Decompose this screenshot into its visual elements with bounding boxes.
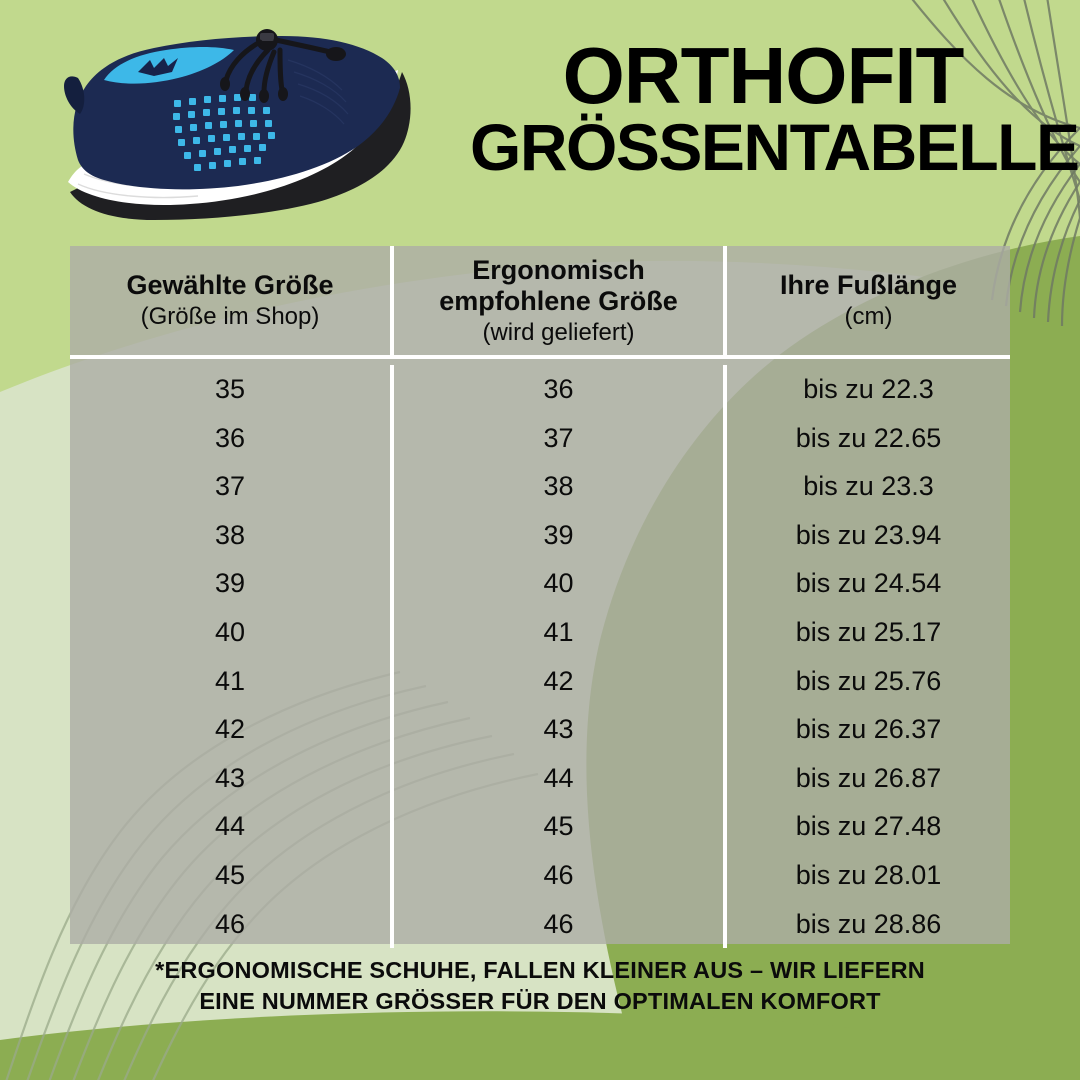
cell-recommended-size: 41 <box>543 616 574 647</box>
cell-chosen-size: 37 <box>214 471 246 502</box>
cell-recommended-size: 37 <box>543 422 574 453</box>
cell-recommended-size: 42 <box>543 665 574 696</box>
body-divider-2 <box>723 365 727 949</box>
header-sub-chosen: (Größe im Shop) <box>140 303 320 331</box>
cell-chosen-size: 44 <box>214 811 246 842</box>
cell-foot-length: bis zu 22.3 <box>803 374 934 404</box>
header-sub-foot-length: (cm) <box>844 303 893 331</box>
bg-dark-green-bottom <box>0 1011 1080 1080</box>
cell-recommended-size: 38 <box>543 471 574 502</box>
header-main-chosen: Gewählte Größe <box>126 270 334 301</box>
body-divider-1 <box>390 365 394 949</box>
page-title: ORTHOFIT GRÖSSENTABELLE <box>470 31 1080 184</box>
cell-recommended-size: 36 <box>543 374 574 404</box>
cell-chosen-size: 46 <box>214 908 246 939</box>
cell-chosen-size: 40 <box>214 616 246 647</box>
cell-chosen-size: 35 <box>214 374 246 404</box>
footer-line-1: *ERGONOMISCHE SCHUHE, FALLEN KLEINER AUS… <box>155 957 925 983</box>
cell-chosen-size: 39 <box>214 568 246 599</box>
column-header-chosen-size: Gewählte Größe (Größe im Shop) <box>70 246 390 355</box>
cell-chosen-size: 38 <box>214 519 246 550</box>
cell-foot-length: bis zu 22.65 <box>795 422 942 453</box>
cell-foot-length: bis zu 26.87 <box>795 762 942 793</box>
column-divider-2 <box>723 246 727 355</box>
cell-recommended-size: 43 <box>543 714 574 745</box>
column-recommended-size: 36 37 38 39 40 41 42 43 44 45 46 46 <box>394 365 723 948</box>
header-sub-recommended: (wird geliefert) <box>482 318 635 346</box>
cell-recommended-size: 46 <box>543 908 574 939</box>
shoe-heel-tab <box>64 76 85 114</box>
cell-recommended-size: 45 <box>543 811 574 842</box>
shoe-illustration <box>64 29 411 220</box>
cell-foot-length: bis zu 28.01 <box>795 859 942 890</box>
cell-chosen-size: 41 <box>214 665 246 696</box>
size-table: Gewählte Größe (Größe im Shop) Ergonomis… <box>70 246 1010 949</box>
column-divider-1 <box>390 246 394 355</box>
cell-foot-length: bis zu 24.54 <box>795 568 942 599</box>
cell-foot-length: bis zu 28.86 <box>795 908 942 939</box>
cell-foot-length: bis zu 23.94 <box>795 519 942 550</box>
cell-foot-length: bis zu 27.48 <box>795 811 942 842</box>
shoe-logo-icon <box>138 58 178 76</box>
cell-recommended-size: 46 <box>543 859 574 890</box>
shoe-outsole <box>70 72 411 220</box>
shoe-lace-tips <box>220 77 288 103</box>
cell-foot-length: bis zu 23.3 <box>803 471 934 502</box>
column-header-foot-length: Ihre Fußlänge (cm) <box>727 246 1010 355</box>
product-image <box>42 14 442 239</box>
cell-recommended-size: 40 <box>543 568 574 599</box>
cell-chosen-size: 42 <box>214 714 246 745</box>
shoe-laces <box>223 37 333 95</box>
header-main-recommended-b: empfohlene Größe <box>439 285 678 316</box>
title-subject: GRÖSSENTABELLE <box>470 110 1080 184</box>
cell-foot-length: bis zu 25.17 <box>795 616 942 647</box>
table-header-row: Gewählte Größe (Größe im Shop) Ergonomis… <box>70 246 1010 355</box>
shoe-dot-pattern <box>173 94 275 171</box>
cell-foot-length: bis zu 26.37 <box>795 714 942 745</box>
cell-recommended-size: 39 <box>543 519 574 550</box>
cell-recommended-size: 44 <box>543 762 574 793</box>
header-main-recommended-a: Ergonomisch <box>472 255 645 286</box>
header-separator-line <box>70 355 1010 359</box>
cell-foot-length: bis zu 25.76 <box>795 665 942 696</box>
shoe-knit-texture <box>287 59 349 125</box>
shoe-toggle-grip <box>260 33 274 41</box>
table-body: 35 36 37 38 39 40 41 42 43 44 45 46 36 37 38 39 40 41 42 4… <box>70 359 1010 949</box>
header-main-foot-length: Ihre Fußlänge <box>779 270 958 301</box>
column-chosen-size: 35 36 37 38 39 40 41 42 43 44 45 46 <box>70 365 390 948</box>
footer-note: *ERGONOMISCHE SCHUHE, FALLEN KLEINER AUS… <box>0 955 1080 1018</box>
cell-chosen-size: 36 <box>214 422 246 453</box>
cell-chosen-size: 43 <box>214 762 246 793</box>
decor-lines-topright <box>911 0 1080 219</box>
cell-chosen-size: 45 <box>214 859 246 890</box>
column-foot-length: bis zu 22.3 bis zu 22.65 bis zu 23.3 bis zu… <box>727 365 1010 948</box>
column-header-recommended-size: Ergonomisch empfohlene Größe (wird gelie… <box>394 246 723 355</box>
title-brand: ORTHOFIT <box>562 31 965 120</box>
footer-line-2: EINE NUMMER GRÖSSER FÜR DEN OPTIMALEN KO… <box>199 988 881 1015</box>
